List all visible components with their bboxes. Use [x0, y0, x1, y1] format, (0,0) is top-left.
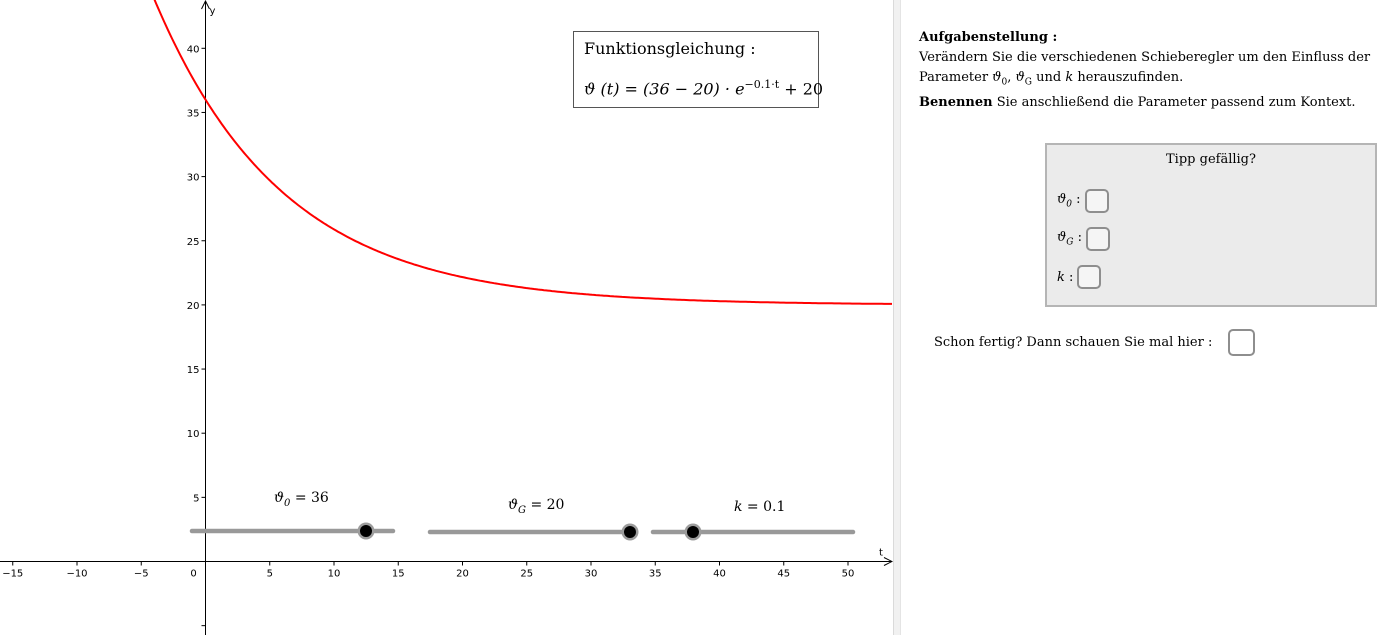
slider-knob[interactable] — [687, 526, 699, 538]
y-tick-label: 10 — [187, 429, 200, 440]
hint-colon: : — [1073, 230, 1083, 246]
hint-checkbox-theta0[interactable] — [1084, 189, 1109, 213]
param-k: k — [1065, 70, 1074, 85]
graphics-view[interactable]: t y −15 −10 −5 0 5 10 15 20 25 30 35 40 45 50 5 10 15 20 25… — [0, 0, 893, 635]
x-tick-label: 45 — [777, 569, 790, 580]
slider-theta0[interactable]: ϑ0 = 36 — [189, 490, 396, 540]
slider-k[interactable]: k = 0.1 — [650, 499, 856, 541]
done-label: Schon fertig? Dann schauen Sie mal hier … — [934, 335, 1213, 350]
task-line2-mid: und — [1031, 70, 1066, 85]
formula-rhs: + 20 — [779, 79, 824, 99]
task-text: Aufgabenstellung : Verändern Sie die ver… — [919, 28, 1379, 113]
done-row: Schon fertig? Dann schauen Sie mal hier … — [934, 329, 1256, 356]
task-sep: , — [1007, 70, 1016, 85]
y-axis-arrow — [201, 0, 210, 10]
x-tick-label: −10 — [66, 569, 87, 580]
hint-row-k: k : — [1057, 263, 1102, 291]
y-tick-label: 40 — [187, 44, 200, 55]
task-line3: Benennen Sie anschließend die Parameter … — [919, 93, 1379, 113]
hint-row-thetaG: ϑG : — [1057, 225, 1111, 253]
task-line1: Verändern Sie die verschiedenen Schieber… — [919, 50, 1371, 65]
formula-box: Funktionsgleichung : ϑ (t) = (36 − 20) ·… — [573, 31, 823, 108]
hint-colon: : — [1064, 269, 1074, 285]
slider-knob[interactable] — [360, 525, 372, 537]
sliders[interactable]: ϑ0 = 36 ϑG = 20 k = 0.1 — [189, 490, 856, 541]
x-tick-label: 15 — [392, 569, 405, 580]
formula-expression: ϑ (t) = (36 − 20) · e−0.1·t + 20 — [584, 78, 823, 98]
task-heading: Aufgabenstellung : — [919, 30, 1058, 45]
hint-row-theta0: ϑ0 : — [1057, 187, 1109, 215]
y-tick-label: 5 — [193, 493, 199, 504]
ticks: −15 −10 −5 0 5 10 15 20 25 30 35 40 45 50 5 10 15 20 25 30 3… — [2, 44, 855, 627]
x-tick-label: −15 — [2, 569, 23, 580]
x-tick-label: 25 — [520, 569, 533, 580]
y-axis-label: y — [210, 6, 216, 17]
param-thetaG-sub: G — [1024, 77, 1032, 88]
hint-box: Tipp gefällig? ϑ0 : ϑG : k : — [1045, 143, 1377, 307]
task-panel: Aufgabenstellung : Verändern Sie die ver… — [901, 0, 1396, 635]
formula-exponent: −0.1·t — [744, 78, 780, 91]
param-thetaG: ϑ — [1015, 70, 1025, 85]
x-axis-label: t — [879, 548, 883, 559]
hint-sub: G — [1066, 237, 1074, 248]
hint-sub: 0 — [1066, 199, 1073, 210]
task-line3-text: Sie anschließend die Parameter passend z… — [992, 94, 1356, 110]
x-tick-label: 5 — [267, 569, 273, 580]
panel-divider[interactable] — [893, 0, 901, 635]
hint-title: Tipp gefällig? — [1166, 152, 1256, 167]
y-tick-label: 15 — [187, 365, 200, 376]
task-line2-pre: Parameter — [919, 70, 993, 85]
x-tick-label: 30 — [585, 569, 598, 580]
hint-symbol: k — [1057, 269, 1065, 285]
y-tick-label: 35 — [187, 108, 200, 119]
x-axis-arrow — [883, 557, 893, 566]
formula-title: Funktionsgleichung : — [584, 39, 756, 58]
task-line2: Parameter ϑ0, ϑG und k herauszufinden. — [919, 68, 1379, 93]
x-tick-label: 20 — [456, 569, 469, 580]
x-tick-label: 10 — [328, 569, 341, 580]
param-theta0: ϑ — [992, 70, 1002, 85]
hint-symbol: ϑ — [1057, 192, 1067, 208]
hint-colon: : — [1072, 192, 1081, 208]
x-tick-label: 50 — [842, 569, 855, 580]
y-tick-label: 25 — [187, 237, 200, 248]
y-tick-label: 30 — [187, 173, 200, 184]
x-tick-label: 0 — [190, 569, 196, 580]
hint-label-theta0: ϑ0 : — [1057, 192, 1081, 210]
param-theta0-sub: 0 — [1001, 77, 1008, 88]
formula-base: e — [735, 79, 745, 99]
slider-caption: k = 0.1 — [734, 499, 785, 515]
hint-checkbox-k[interactable] — [1077, 265, 1102, 289]
task-line2-post: herauszufinden. — [1073, 70, 1184, 85]
slider-caption: ϑG = 20 — [508, 497, 564, 516]
hint-symbol: ϑ — [1057, 230, 1067, 246]
hint-label-k: k : — [1057, 270, 1073, 285]
hint-checkbox-thetaG[interactable] — [1086, 227, 1111, 251]
done-checkbox[interactable] — [1228, 329, 1256, 356]
coordinate-plane[interactable]: t y −15 −10 −5 0 5 10 15 20 25 30 35 40 45 50 5 10 15 20 25… — [0, 0, 893, 635]
x-tick-label: −5 — [134, 569, 149, 580]
slider-caption: ϑ0 = 36 — [274, 490, 329, 509]
slider-thetaG[interactable]: ϑG = 20 — [427, 497, 639, 541]
formula-lhs: ϑ (t) = (36 − 20) · — [584, 79, 736, 99]
slider-knob[interactable] — [624, 526, 636, 538]
x-tick-label: 35 — [649, 569, 662, 580]
hint-label-thetaG: ϑG : — [1057, 230, 1082, 248]
x-tick-label: 40 — [713, 569, 726, 580]
function-graph[interactable] — [0, 0, 892, 305]
y-tick-label: 20 — [187, 301, 200, 312]
task-bold: Benennen — [919, 94, 993, 110]
